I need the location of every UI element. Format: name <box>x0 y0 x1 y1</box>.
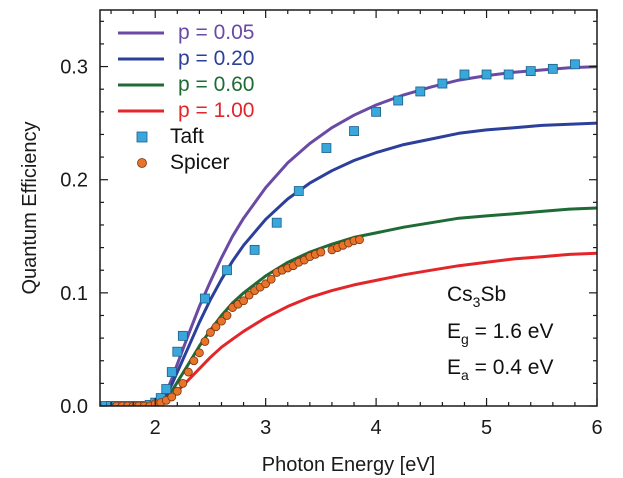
legend-label: p = 0.20 <box>178 47 254 70</box>
data-point-spicer <box>316 247 326 257</box>
legend-entry-p-1-00: p = 1.00 <box>118 99 254 122</box>
legend-label: p = 0.05 <box>178 21 254 44</box>
data-point-taft <box>200 293 210 304</box>
plot-frame <box>99 9 598 407</box>
x-tick-label: 6 <box>591 417 602 439</box>
data-point-taft <box>293 186 304 196</box>
data-point-spicer <box>172 386 182 396</box>
data-point-spicer <box>167 392 177 402</box>
data-point-spicer <box>239 296 248 306</box>
y-tick-label: 0.1 <box>60 283 88 305</box>
x-tick-label: 2 <box>150 417 161 439</box>
legend-entry-p-0-05: p = 0.05 <box>118 21 254 44</box>
data-point-taft <box>481 69 492 80</box>
data-point-taft <box>222 265 232 276</box>
data-point-taft <box>547 63 558 74</box>
annotation-material: Cs3Sb <box>447 283 506 310</box>
legend: p = 0.05 p = 0.20 p = 0.60 p = 1.00 Taft Spic… <box>118 21 254 174</box>
data-point-spicer <box>189 356 199 366</box>
series-line-p-0-20 <box>104 121 597 406</box>
data-point-spicer <box>194 348 204 358</box>
data-point-taft <box>161 384 172 394</box>
data-point-taft <box>349 126 359 136</box>
data-point-taft <box>459 69 470 80</box>
axes-layer: 2 3 4 5 6 0.0 0.1 0.2 0.3 <box>60 9 603 439</box>
data-point-spicer <box>211 322 221 332</box>
data-point-taft <box>503 69 514 80</box>
legend-swatch <box>136 131 148 143</box>
annotation-electron-affinity: Ea = 0.4 eV <box>447 356 553 383</box>
data-point-spicer <box>183 367 193 377</box>
series-spicer <box>112 235 364 406</box>
data-point-spicer <box>206 328 215 337</box>
x-tick-label: 3 <box>260 417 271 439</box>
data-point-spicer <box>266 274 276 284</box>
legend-entry-spicer: Spicer <box>137 151 230 174</box>
data-point-taft <box>166 367 177 377</box>
y-tick-label: 0.2 <box>60 170 88 192</box>
legend-swatch <box>137 158 147 168</box>
data-point-spicer <box>355 235 364 245</box>
data-point-taft <box>321 143 332 153</box>
y-tick-label: 0.3 <box>60 57 88 79</box>
data-point-spicer <box>217 316 226 326</box>
data-point-taft <box>437 78 448 89</box>
legend-label: p = 0.60 <box>178 73 254 96</box>
data-point-taft <box>271 217 282 228</box>
data-point-taft <box>172 346 183 357</box>
legend-label: p = 1.00 <box>178 99 254 122</box>
x-tick-label: 4 <box>371 417 382 439</box>
data-point-spicer <box>178 378 188 388</box>
x-tick-label: 5 <box>481 417 492 439</box>
annotation-block: Cs3Sb Eg = 1.6 eV Ea = 0.4 eV <box>447 283 553 383</box>
data-point-taft <box>249 244 260 255</box>
legend-entry-taft: Taft <box>136 125 204 148</box>
data-point-taft <box>100 401 111 406</box>
legend-label: Taft <box>170 125 204 148</box>
data-point-taft <box>393 95 404 106</box>
data-point-taft <box>570 59 580 70</box>
data-point-spicer <box>200 337 210 346</box>
legend-entry-p-0-20: p = 0.20 <box>118 47 254 70</box>
data-point-spicer <box>222 311 232 320</box>
data-point-taft <box>415 86 426 97</box>
y-axis-label: Quantum Efficiency <box>19 121 41 294</box>
annotation-band-gap: Eg = 1.6 eV <box>447 320 553 347</box>
legend-label: Spicer <box>170 151 230 174</box>
y-tick-label: 0.0 <box>60 396 88 418</box>
data-point-taft <box>525 66 536 76</box>
legend-entry-p-0-60: p = 0.60 <box>118 73 254 96</box>
data-point-taft <box>371 106 382 117</box>
x-axis-label: Photon Energy [eV] <box>262 454 435 476</box>
data-point-taft <box>177 330 188 341</box>
